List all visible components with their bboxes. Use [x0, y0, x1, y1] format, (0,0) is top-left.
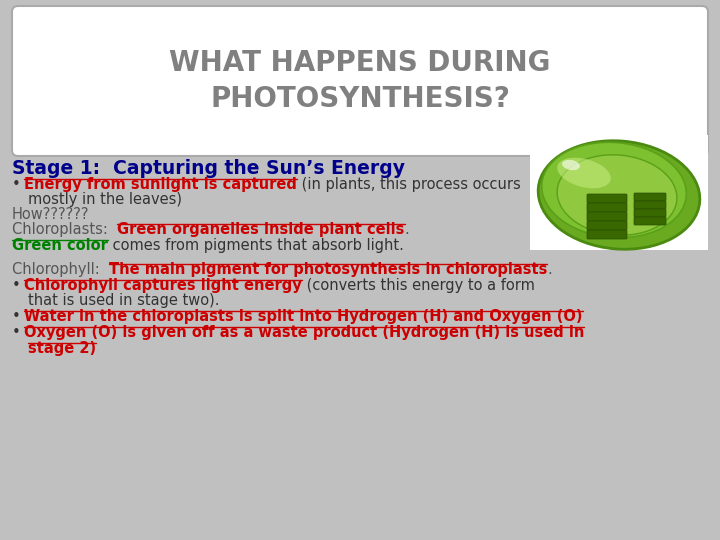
FancyBboxPatch shape: [12, 6, 708, 156]
Ellipse shape: [538, 141, 700, 249]
FancyBboxPatch shape: [634, 193, 666, 201]
FancyBboxPatch shape: [587, 203, 627, 212]
Text: The main pigment for photosynthesis in chloroplasts: The main pigment for photosynthesis in c…: [109, 262, 547, 277]
Text: that is used in stage two).: that is used in stage two).: [28, 293, 220, 308]
Text: •: •: [12, 177, 21, 192]
Text: Green color: Green color: [12, 238, 108, 253]
Text: •: •: [12, 325, 21, 340]
Ellipse shape: [541, 142, 686, 238]
Text: WHAT HAPPENS DURING
PHOTOSYNTHESIS?: WHAT HAPPENS DURING PHOTOSYNTHESIS?: [169, 49, 551, 113]
FancyBboxPatch shape: [634, 217, 666, 225]
FancyBboxPatch shape: [587, 212, 627, 221]
Text: Chloroplasts:: Chloroplasts:: [12, 222, 117, 237]
Text: How??????: How??????: [12, 207, 89, 222]
Text: •: •: [12, 309, 21, 324]
Text: .: .: [547, 262, 552, 277]
Text: Oxygen (O) is given off as a waste product (Hydrogen (H) is used in: Oxygen (O) is given off as a waste produ…: [24, 325, 585, 340]
Text: (in plants, this process occurs: (in plants, this process occurs: [297, 177, 521, 192]
FancyBboxPatch shape: [587, 230, 627, 239]
Text: comes from pigments that absorb light.: comes from pigments that absorb light.: [108, 238, 404, 253]
FancyBboxPatch shape: [587, 221, 627, 230]
Text: .: .: [405, 222, 409, 237]
Text: •: •: [12, 278, 21, 293]
Text: (converts this energy to a form: (converts this energy to a form: [302, 278, 535, 293]
FancyBboxPatch shape: [530, 135, 708, 250]
Text: Water in the chloroplasts is split into Hydrogen (H) and Oxygen (O): Water in the chloroplasts is split into …: [24, 309, 582, 324]
Text: Energy from sunlight is captured: Energy from sunlight is captured: [24, 177, 297, 192]
Ellipse shape: [562, 160, 580, 170]
Ellipse shape: [557, 158, 611, 188]
FancyBboxPatch shape: [634, 209, 666, 217]
Ellipse shape: [557, 155, 677, 235]
Text: stage 2): stage 2): [28, 341, 96, 356]
Text: Stage 1:  Capturing the Sun’s Energy: Stage 1: Capturing the Sun’s Energy: [12, 159, 405, 178]
FancyBboxPatch shape: [587, 194, 627, 203]
Text: Chlorophyll captures light energy: Chlorophyll captures light energy: [24, 278, 302, 293]
Text: Chlorophyll:: Chlorophyll:: [12, 262, 109, 277]
Text: Green organelles inside plant cells: Green organelles inside plant cells: [117, 222, 405, 237]
FancyBboxPatch shape: [634, 201, 666, 209]
Text: mostly in the leaves): mostly in the leaves): [28, 192, 182, 207]
